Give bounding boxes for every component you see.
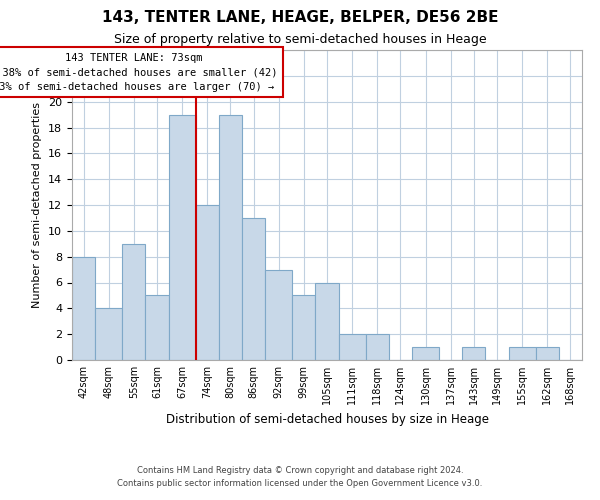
Bar (509, 347, 536, 360)
Bar (169, 114, 196, 360)
Bar (316, 282, 338, 360)
Bar (536, 347, 559, 360)
Bar (292, 296, 316, 360)
Bar (95, 308, 122, 360)
Bar (242, 218, 265, 360)
Bar (265, 270, 292, 360)
Bar (462, 347, 485, 360)
Bar (72, 256, 95, 360)
Bar (122, 244, 145, 360)
Bar (365, 334, 389, 360)
Bar (196, 205, 219, 360)
Bar (145, 296, 169, 360)
Text: 143, TENTER LANE, HEAGE, BELPER, DE56 2BE: 143, TENTER LANE, HEAGE, BELPER, DE56 2B… (102, 10, 498, 25)
Text: 143 TENTER LANE: 73sqm
← 38% of semi-detached houses are smaller (42)
63% of sem: 143 TENTER LANE: 73sqm ← 38% of semi-det… (0, 52, 278, 92)
Y-axis label: Number of semi-detached properties: Number of semi-detached properties (32, 102, 43, 308)
X-axis label: Distribution of semi-detached houses by size in Heage: Distribution of semi-detached houses by … (166, 412, 488, 426)
Text: Size of property relative to semi-detached houses in Heage: Size of property relative to semi-detach… (113, 32, 487, 46)
Text: Contains HM Land Registry data © Crown copyright and database right 2024.
Contai: Contains HM Land Registry data © Crown c… (118, 466, 482, 487)
Bar (412, 347, 439, 360)
Bar (219, 114, 242, 360)
Bar (338, 334, 365, 360)
